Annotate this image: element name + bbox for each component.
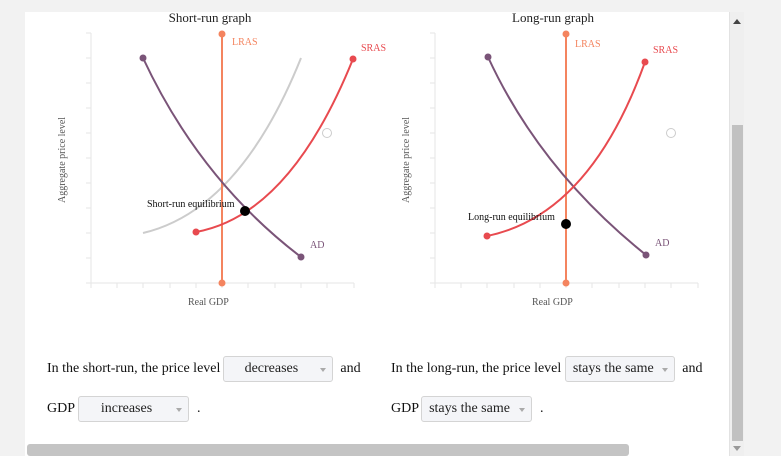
- long-run-price-level-dropdown[interactable]: stays the same: [565, 356, 676, 382]
- long-run-equilibrium-point: [561, 219, 571, 229]
- short-run-lras-label: LRAS: [232, 37, 258, 48]
- scroll-up-arrow-icon[interactable]: [733, 19, 741, 24]
- long-run-equilibrium-label: Long-run equilibrium: [468, 212, 555, 223]
- short-run-gdp-label: GDP: [47, 401, 76, 416]
- short-run-question-prefix: In the short-run, the price level: [47, 361, 221, 376]
- long-run-suffix: .: [540, 401, 544, 416]
- short-run-original-sras-curve: [142, 57, 302, 234]
- long-run-conjunction: and: [682, 361, 703, 376]
- long-run-ad-label: AD: [655, 238, 670, 249]
- long-run-question-prefix: In the long-run, the price level: [391, 361, 562, 376]
- short-run-equilibrium-point: [240, 206, 250, 216]
- short-run-gdp-dropdown[interactable]: increases: [78, 396, 190, 422]
- chevron-down-icon: [519, 408, 526, 412]
- long-run-y-axis-label: Aggregate price level: [401, 116, 412, 203]
- long-run-ad-curve: [487, 56, 647, 256]
- short-run-question-line1: In the short-run, the price level decrea…: [47, 356, 361, 382]
- long-run-question-line2: GDP stays the same .: [391, 396, 544, 422]
- short-run-conjunction: and: [340, 361, 361, 376]
- short-run-ad-curve: [142, 57, 302, 258]
- short-run-price-level-dropdown[interactable]: decreases: [223, 356, 334, 382]
- long-run-axes: [430, 32, 699, 288]
- short-run-question-line2: GDP increases .: [47, 396, 201, 422]
- horizontal-scrollbar-thumb[interactable]: [27, 444, 629, 456]
- chevron-down-icon: [176, 408, 183, 412]
- vertical-scrollbar[interactable]: [729, 12, 744, 456]
- short-run-graph-title: Short-run graph: [168, 10, 252, 25]
- short-run-drag-handle: [322, 128, 332, 138]
- short-run-suffix: .: [197, 401, 201, 416]
- long-run-question-line1: In the long-run, the price level stays t…: [391, 356, 703, 382]
- long-run-drag-handle: [666, 128, 676, 138]
- scroll-down-arrow-icon[interactable]: [733, 446, 741, 451]
- short-run-sras-curve: [195, 58, 354, 233]
- short-run-x-axis-label: Real GDP: [188, 297, 229, 308]
- chevron-down-icon: [320, 368, 327, 372]
- long-run-gdp-label: GDP: [391, 401, 420, 416]
- chevron-down-icon: [662, 368, 669, 372]
- long-run-sras-curve: [486, 61, 646, 237]
- short-run-sras-label: SRAS: [361, 43, 387, 54]
- long-run-gdp-dropdown[interactable]: stays the same: [421, 396, 533, 422]
- long-run-sras-label: SRAS: [653, 45, 679, 56]
- vertical-scrollbar-thumb[interactable]: [732, 125, 743, 441]
- short-run-equilibrium-label: Short-run equilibrium: [147, 199, 235, 210]
- long-run-lras-label: LRAS: [575, 39, 601, 50]
- content-panel: [25, 12, 729, 456]
- short-run-ad-label: AD: [310, 240, 325, 251]
- long-run-x-axis-label: Real GDP: [532, 297, 573, 308]
- long-run-graph-title: Long-run graph: [512, 10, 594, 25]
